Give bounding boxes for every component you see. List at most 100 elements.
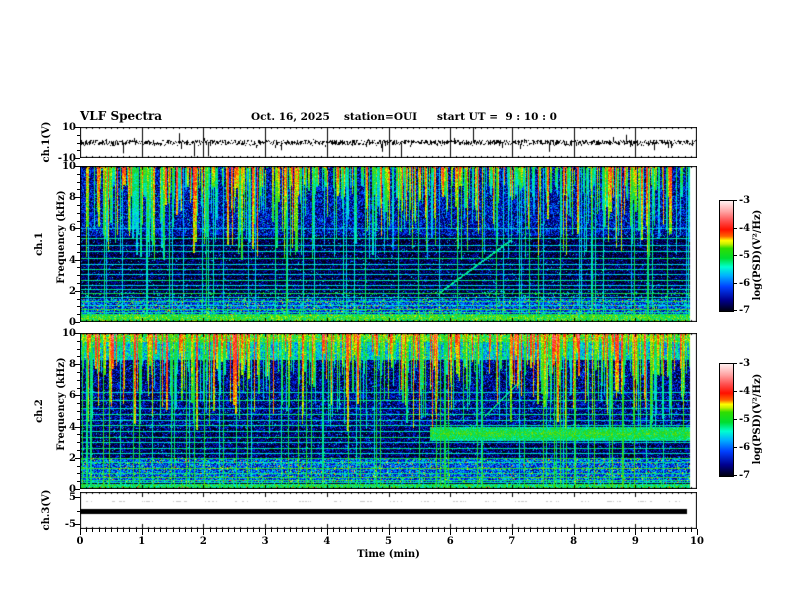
ch1-axis-channel: ch.1 xyxy=(33,232,45,256)
x-minor-tick xyxy=(598,529,600,532)
ch1-colorbar xyxy=(719,200,734,312)
spec2-y-minor-tick xyxy=(77,442,80,443)
x-tick-label: 8 xyxy=(570,536,578,547)
x-minor-tick xyxy=(499,529,501,532)
x-minor-tick xyxy=(295,529,297,532)
x-tick xyxy=(203,529,205,535)
x-minor-tick xyxy=(616,529,618,532)
ch1-spectrogram-panel xyxy=(80,166,697,322)
ch1-colorbar-tick-label: -5 xyxy=(739,250,751,261)
x-minor-tick xyxy=(104,529,106,532)
x-minor-tick xyxy=(117,529,119,532)
ch1-voltage-panel xyxy=(80,127,697,158)
ch2-colorbar-tick xyxy=(733,475,737,476)
ch2-colorbar-tick xyxy=(733,363,737,364)
x-minor-tick xyxy=(518,529,520,532)
x-tick-label: 7 xyxy=(508,536,516,547)
x-tick-label: 5 xyxy=(385,536,392,547)
ch3v-y-tick xyxy=(75,497,80,498)
x-minor-tick xyxy=(215,529,217,532)
spec1-y-minor-tick xyxy=(77,244,80,245)
ch2-colorbar xyxy=(719,363,734,477)
spec2-y-minor-tick xyxy=(77,450,80,451)
x-minor-tick xyxy=(444,529,446,532)
x-minor-tick xyxy=(252,529,254,532)
x-tick xyxy=(573,529,575,535)
x-minor-tick xyxy=(308,529,310,532)
x-minor-tick xyxy=(271,529,273,532)
ch1-colorbar-tick xyxy=(733,255,737,256)
x-minor-tick xyxy=(160,529,162,532)
spec2-y-minor-tick xyxy=(77,341,80,342)
x-minor-tick xyxy=(283,529,285,532)
x-minor-tick xyxy=(351,529,353,532)
x-tick xyxy=(635,529,637,535)
ch1-colorbar-tick xyxy=(733,283,737,284)
x-minor-tick xyxy=(493,529,495,532)
x-minor-tick xyxy=(98,529,100,532)
spec2-y-tick xyxy=(75,427,80,428)
ch3v-y-tick-label: -5 xyxy=(64,519,76,530)
x-minor-tick xyxy=(320,529,322,532)
ch2-colorbar-tick-label: -4 xyxy=(739,386,751,397)
spec2-y-tick xyxy=(75,458,80,459)
spec1-y-minor-tick xyxy=(77,213,80,214)
spec2-y-minor-tick xyxy=(77,356,80,357)
spec1-y-tick-label: 2 xyxy=(69,286,76,297)
x-tick-label: 9 xyxy=(631,536,639,547)
spec1-y-tick-label: 4 xyxy=(69,255,76,266)
spec2-y-tick xyxy=(75,395,80,396)
x-minor-tick xyxy=(277,529,279,532)
x-minor-tick xyxy=(191,529,193,532)
x-minor-tick xyxy=(425,529,427,532)
x-minor-tick xyxy=(604,529,606,532)
x-minor-tick xyxy=(505,529,507,532)
x-minor-tick xyxy=(357,529,359,532)
x-minor-tick xyxy=(123,529,125,532)
figure-title: VLF Spectra xyxy=(80,109,163,123)
ch2-colorbar-tick xyxy=(733,391,737,392)
ch2-colorbar-tick xyxy=(733,447,737,448)
x-minor-tick xyxy=(363,529,365,532)
x-tick xyxy=(511,529,513,535)
x-tick xyxy=(326,529,328,535)
x-minor-tick xyxy=(592,529,594,532)
spec2-y-minor-tick xyxy=(77,403,80,404)
spec1-y-minor-tick xyxy=(77,174,80,175)
x-minor-tick xyxy=(666,529,668,532)
spec2-y-tick-label: 8 xyxy=(69,359,76,370)
ch1-axis-frequency: Frequency (kHz) xyxy=(55,190,67,284)
spec2-y-tick-label: 10 xyxy=(62,328,76,339)
spec2-y-minor-tick xyxy=(77,411,80,412)
ch1-colorbar-tick xyxy=(733,200,737,201)
spec2-y-minor-tick xyxy=(77,473,80,474)
x-minor-tick xyxy=(456,529,458,532)
ch2-colorbar-tick-label: -6 xyxy=(739,442,751,453)
spec2-y-minor-tick xyxy=(77,419,80,420)
x-minor-tick xyxy=(172,529,174,532)
spec1-y-minor-tick xyxy=(77,314,80,315)
x-minor-tick xyxy=(413,529,415,532)
ch3-voltage-panel xyxy=(80,492,697,529)
x-minor-tick xyxy=(431,529,433,532)
ch1v-y-tick-label: -10 xyxy=(57,153,76,164)
x-minor-tick xyxy=(258,529,260,532)
x-minor-tick xyxy=(240,529,242,532)
x-minor-tick xyxy=(548,529,550,532)
x-minor-tick xyxy=(672,529,674,532)
x-tick-label: 1 xyxy=(138,536,146,547)
spec1-y-minor-tick xyxy=(77,252,80,253)
spec2-y-minor-tick xyxy=(77,372,80,373)
x-minor-tick xyxy=(561,529,563,532)
x-minor-tick xyxy=(197,529,199,532)
spec1-y-minor-tick xyxy=(77,283,80,284)
x-minor-tick xyxy=(437,529,439,532)
spec2-y-minor-tick xyxy=(77,466,80,467)
x-minor-tick xyxy=(622,529,624,532)
spec1-y-tick-label: 0 xyxy=(69,317,76,328)
x-tick xyxy=(80,529,81,535)
x-minor-tick xyxy=(629,529,631,532)
x-minor-tick xyxy=(690,529,692,532)
x-minor-tick xyxy=(641,529,643,532)
